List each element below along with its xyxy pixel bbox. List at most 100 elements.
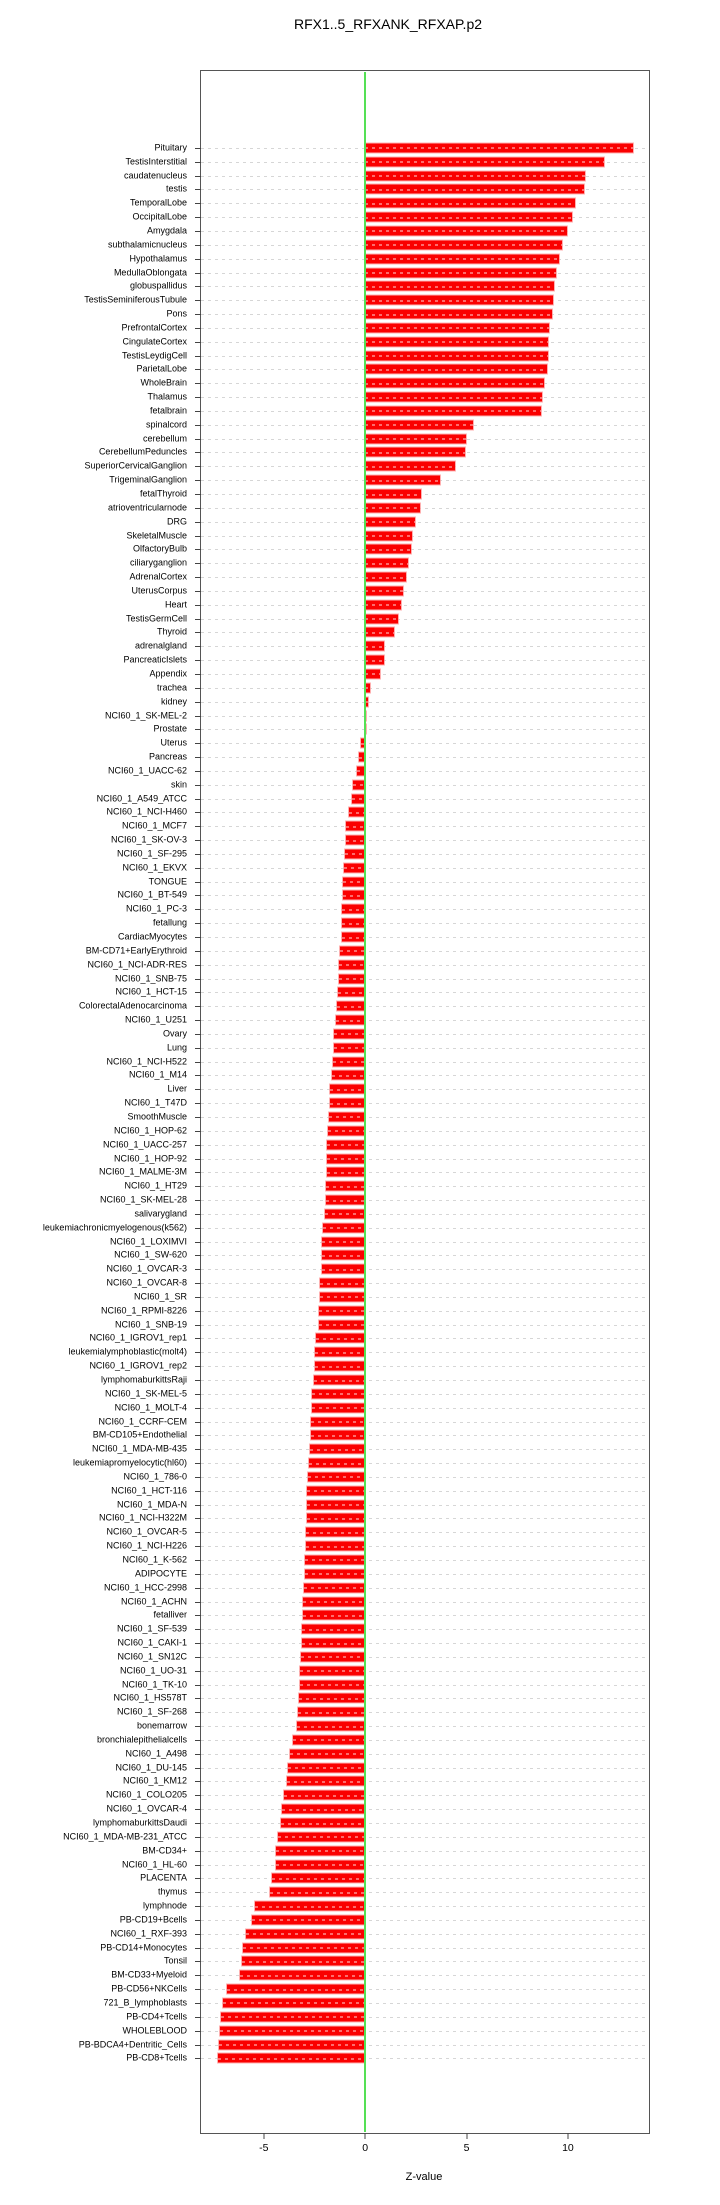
category-label: NCI60_1_HOP-92: [113, 1153, 187, 1164]
bar-row: ADIPOCYTE: [135, 1567, 649, 1581]
bar-row: ColorectalAdenocarcinoma: [79, 999, 649, 1013]
bar: [310, 1444, 366, 1454]
bar-grid-overlay: [365, 217, 572, 219]
bar: [365, 503, 420, 513]
bar-row: lymphnode: [143, 1899, 649, 1913]
bar-row: NCI60_1_MALME-3M: [99, 1165, 649, 1179]
gridline: [201, 1380, 649, 1382]
bar-row: NCI60_1_LOXIMVI: [110, 1235, 649, 1249]
bar-row: TONGUE: [149, 875, 649, 889]
gridline: [201, 1656, 649, 1658]
bar-row: fetalbrain: [150, 404, 649, 418]
bar-row: NCI60_1_A549_ATCC: [97, 792, 649, 806]
y-axis-tick: [195, 217, 201, 219]
bar-grid-overlay: [342, 895, 366, 897]
bar: [365, 544, 411, 554]
bar-grid-overlay: [339, 978, 366, 980]
bar-row: Heart: [165, 598, 649, 612]
bar-grid-overlay: [323, 1227, 366, 1229]
category-label: NCI60_1_SK-MEL-28: [99, 1194, 187, 1205]
bar-grid-overlay: [310, 1449, 366, 1451]
y-axis-tick: [195, 604, 201, 606]
bar-row: kidney: [161, 695, 649, 709]
y-axis-tick: [195, 1656, 201, 1658]
y-axis-tick: [195, 1878, 201, 1880]
y-axis-tick: [195, 507, 201, 509]
category-label: NCI60_1_SW-620: [114, 1249, 187, 1260]
gridline: [201, 1892, 649, 1894]
bar: [365, 558, 408, 568]
y-axis-tick: [195, 646, 201, 648]
bar: [352, 794, 366, 804]
gridline: [201, 1850, 649, 1852]
category-label: BM-CD71+EarlyErythroid: [85, 945, 187, 956]
category-label: CerebellumPeduncles: [98, 446, 187, 457]
bar-grid-overlay: [314, 1366, 366, 1368]
bar: [302, 1610, 366, 1620]
bar: [361, 738, 366, 748]
bar: [241, 1956, 366, 1966]
bar-grid-overlay: [327, 1144, 366, 1146]
y-axis-tick: [195, 909, 201, 911]
y-axis-tick: [195, 1726, 201, 1728]
bar-grid-overlay: [365, 563, 408, 565]
bar: [365, 669, 380, 679]
bar-grid-overlay: [306, 1546, 366, 1548]
category-label: NCI60_1_UO-31: [119, 1665, 187, 1676]
bar-grid-overlay: [365, 424, 473, 426]
y-axis-tick: [195, 1546, 201, 1548]
y-axis-tick: [195, 355, 201, 357]
gridline: [201, 1103, 649, 1105]
y-axis-tick: [195, 798, 201, 800]
gridline: [201, 1573, 649, 1575]
category-label: NCI60_1_PC-3: [125, 903, 187, 914]
bar: [345, 835, 366, 845]
bar: [320, 1292, 366, 1302]
y-axis-tick: [195, 272, 201, 274]
y-axis-tick: [195, 300, 201, 302]
bar-grid-overlay: [320, 1283, 366, 1285]
bar-grid-overlay: [313, 1380, 366, 1382]
y-axis-tick: [195, 410, 201, 412]
bar: [271, 1873, 366, 1883]
bar-grid-overlay: [221, 2016, 366, 2018]
bar: [269, 1887, 366, 1897]
bar-row: MedullaOblongata: [114, 266, 649, 280]
gridline: [201, 687, 649, 689]
bar-grid-overlay: [336, 1020, 366, 1022]
category-label: CingulateCortex: [122, 336, 187, 347]
category-label: NCI60_1_NCI-H460: [106, 806, 187, 817]
bar-row: NCI60_1_SK-MEL-28: [100, 1193, 649, 1207]
bar: [365, 420, 473, 430]
y-axis-tick: [195, 1033, 201, 1035]
bar-row: NCI60_1_HOP-92: [114, 1152, 649, 1166]
y-axis-tick: [195, 189, 201, 191]
gridline: [201, 1116, 649, 1118]
bar-grid-overlay: [321, 1269, 366, 1271]
category-label: NCI60_1_MCF7: [121, 820, 187, 831]
category-label: NCI60_1_CAKI-1: [117, 1637, 187, 1648]
bar: [339, 974, 366, 984]
bar-row: TestisSeminiferousTubule: [84, 293, 649, 307]
gridline: [201, 2002, 649, 2004]
bar: [227, 1984, 366, 1994]
bar-grid-overlay: [328, 1116, 366, 1118]
bar: [365, 226, 567, 236]
gridline: [201, 1559, 649, 1561]
bar: [219, 2040, 366, 2050]
bar-grid-overlay: [365, 397, 542, 399]
y-axis-tick: [195, 1601, 201, 1603]
gridline: [201, 840, 649, 842]
bar: [276, 1860, 366, 1870]
bar: [333, 1043, 366, 1053]
bar: [365, 309, 552, 319]
bar-grid-overlay: [322, 1255, 366, 1257]
category-label: bronchialepithelialcells: [96, 1734, 187, 1745]
bar-row: NCI60_1_NCI-H460: [106, 806, 649, 820]
gridline: [201, 2016, 649, 2018]
y-axis-tick: [195, 1767, 201, 1769]
bar-grid-overlay: [284, 1795, 366, 1797]
bar: [318, 1320, 366, 1330]
gridline: [201, 1186, 649, 1188]
category-label: NCI60_1_RXF-393: [110, 1928, 187, 1939]
